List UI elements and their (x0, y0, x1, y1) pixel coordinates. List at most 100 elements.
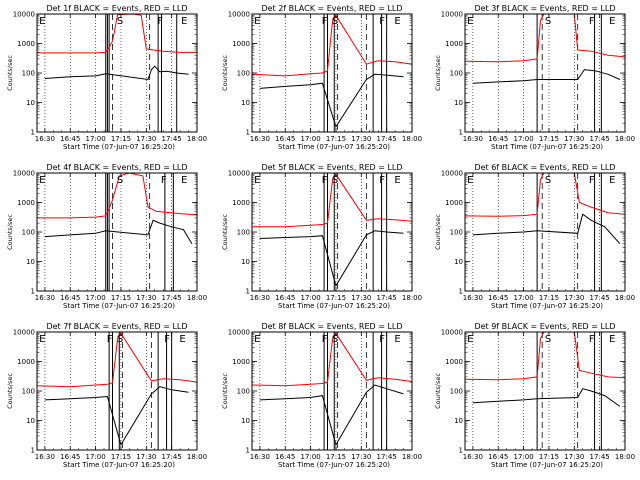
x-tick-label: 17:00 (300, 453, 320, 461)
x-tick-label: 16:45 (60, 135, 80, 143)
detector-panel-7: Det 7f BLACK = Events, RED = LLD 1 10 100 10… (6, 322, 207, 469)
y-tick-label: 1 (459, 447, 463, 455)
x-tick-label: 17:30 (564, 294, 584, 302)
y-tick-label: 1000 (445, 40, 463, 48)
y-tick-label: 1000 (232, 40, 250, 48)
y-tick-label: 10 (454, 99, 463, 107)
region-label: S (117, 334, 123, 345)
y-tick-label: 1 (246, 288, 250, 296)
events-series-line (44, 219, 193, 244)
region-label: E (181, 175, 187, 186)
y-tick-label: 10000 (441, 11, 463, 19)
region-label: E (467, 334, 473, 345)
region-label: F (379, 175, 385, 186)
y-tick-label: 10 (241, 99, 250, 107)
y-tick-label: 100 (237, 229, 250, 237)
lld-series-line (465, 332, 625, 381)
y-tick-label: 100 (22, 388, 35, 396)
y-tick-label: 10 (26, 417, 35, 425)
y-axis-label: Counts/sec (6, 373, 14, 409)
x-tick-label: 16:45 (488, 135, 508, 143)
region-label: E (467, 16, 473, 27)
x-axis-label: Start Time (07-Jun-07 16:25:20) (63, 143, 175, 151)
x-tick-label: 16:45 (488, 294, 508, 302)
x-tick-label: 16:30 (35, 135, 55, 143)
x-tick-label: 16:30 (250, 453, 270, 461)
detector-panel-5: Det 5f BLACK = Events, RED = LLD 1 10 100 10… (221, 163, 422, 310)
y-tick-label: 100 (237, 70, 250, 78)
region-label: S (545, 16, 551, 27)
lld-series-line (37, 332, 197, 388)
x-axis-label: Start Time (07-Jun-07 16:25:20) (63, 302, 175, 310)
region-label: E (181, 16, 187, 27)
detector-panel-8: Det 8f BLACK = Events, RED = LLD 1 10 100 10… (221, 322, 422, 469)
panel-title: Det 9f BLACK = Events, RED = LLD (474, 322, 615, 331)
region-label: E (609, 334, 615, 345)
x-tick-label: 17:30 (136, 453, 156, 461)
x-tick-label: 18:00 (187, 294, 207, 302)
y-axis-label: Counts/sec (434, 55, 442, 91)
x-axis-label: Start Time (07-Jun-07 16:25:20) (63, 461, 175, 469)
x-tick-label: 16:30 (35, 453, 55, 461)
x-tick-label: 17:30 (351, 453, 371, 461)
region-label: S (545, 175, 551, 186)
x-tick-label: 16:45 (275, 453, 295, 461)
region-label: E (394, 334, 400, 345)
events-series-line (472, 388, 621, 407)
region-label: F (589, 334, 595, 345)
region-label: F (322, 175, 328, 186)
x-tick-label: 18:00 (615, 453, 635, 461)
x-tick-label: 17:45 (590, 453, 610, 461)
x-tick-label: 17:30 (351, 135, 371, 143)
x-tick-label: 18:00 (402, 135, 422, 143)
x-tick-label: 16:30 (463, 294, 483, 302)
x-tick-label: 17:15 (326, 294, 346, 302)
region-label: F (157, 16, 163, 27)
y-tick-label: 10000 (13, 11, 35, 19)
lld-series-line (37, 173, 197, 219)
x-tick-label: 17:45 (162, 135, 182, 143)
y-tick-label: 10000 (13, 170, 35, 178)
region-label: E (39, 175, 45, 186)
lld-series-line (252, 14, 412, 77)
y-tick-label: 100 (22, 70, 35, 78)
x-tick-label: 17:15 (326, 135, 346, 143)
panel-title: Det 7f BLACK = Events, RED = LLD (46, 322, 187, 331)
region-label: E (254, 334, 260, 345)
region-label: S (332, 16, 338, 27)
y-tick-label: 10 (26, 258, 35, 266)
lld-series-line (252, 332, 412, 387)
y-tick-label: 100 (237, 388, 250, 396)
panel-title: Det 3f BLACK = Events, RED = LLD (474, 4, 615, 13)
panel-title: Det 6f BLACK = Events, RED = LLD (474, 163, 615, 172)
y-axis-label: Counts/sec (221, 55, 229, 91)
y-tick-label: 1000 (445, 199, 463, 207)
x-tick-label: 17:45 (162, 453, 182, 461)
region-label: F (589, 16, 595, 27)
y-tick-label: 10000 (228, 11, 250, 19)
x-tick-label: 18:00 (402, 453, 422, 461)
x-tick-label: 17:15 (326, 453, 346, 461)
x-tick-label: 16:45 (488, 453, 508, 461)
y-tick-label: 10000 (228, 170, 250, 178)
x-tick-label: 17:00 (85, 294, 105, 302)
y-tick-label: 1 (459, 288, 463, 296)
y-axis-label: Counts/sec (221, 373, 229, 409)
y-axis-label: Counts/sec (221, 214, 229, 250)
x-tick-label: 16:30 (463, 135, 483, 143)
panel-title: Det 4f BLACK = Events, RED = LLD (46, 163, 187, 172)
panel-title: Det 8f BLACK = Events, RED = LLD (261, 322, 402, 331)
y-tick-label: 100 (450, 229, 463, 237)
y-tick-label: 10000 (228, 329, 250, 337)
region-label: E (467, 175, 473, 186)
x-tick-label: 17:00 (85, 135, 105, 143)
detector-panel-3: Det 3f BLACK = Events, RED = LLD 1 10 100 10… (434, 4, 635, 151)
x-tick-label: 17:45 (162, 294, 182, 302)
region-label: E (609, 175, 615, 186)
events-series-line (259, 230, 404, 288)
x-axis-label: Start Time (07-Jun-07 16:25:20) (491, 143, 603, 151)
region-label: E (609, 16, 615, 27)
y-tick-label: 1000 (232, 199, 250, 207)
y-tick-label: 1 (31, 288, 35, 296)
